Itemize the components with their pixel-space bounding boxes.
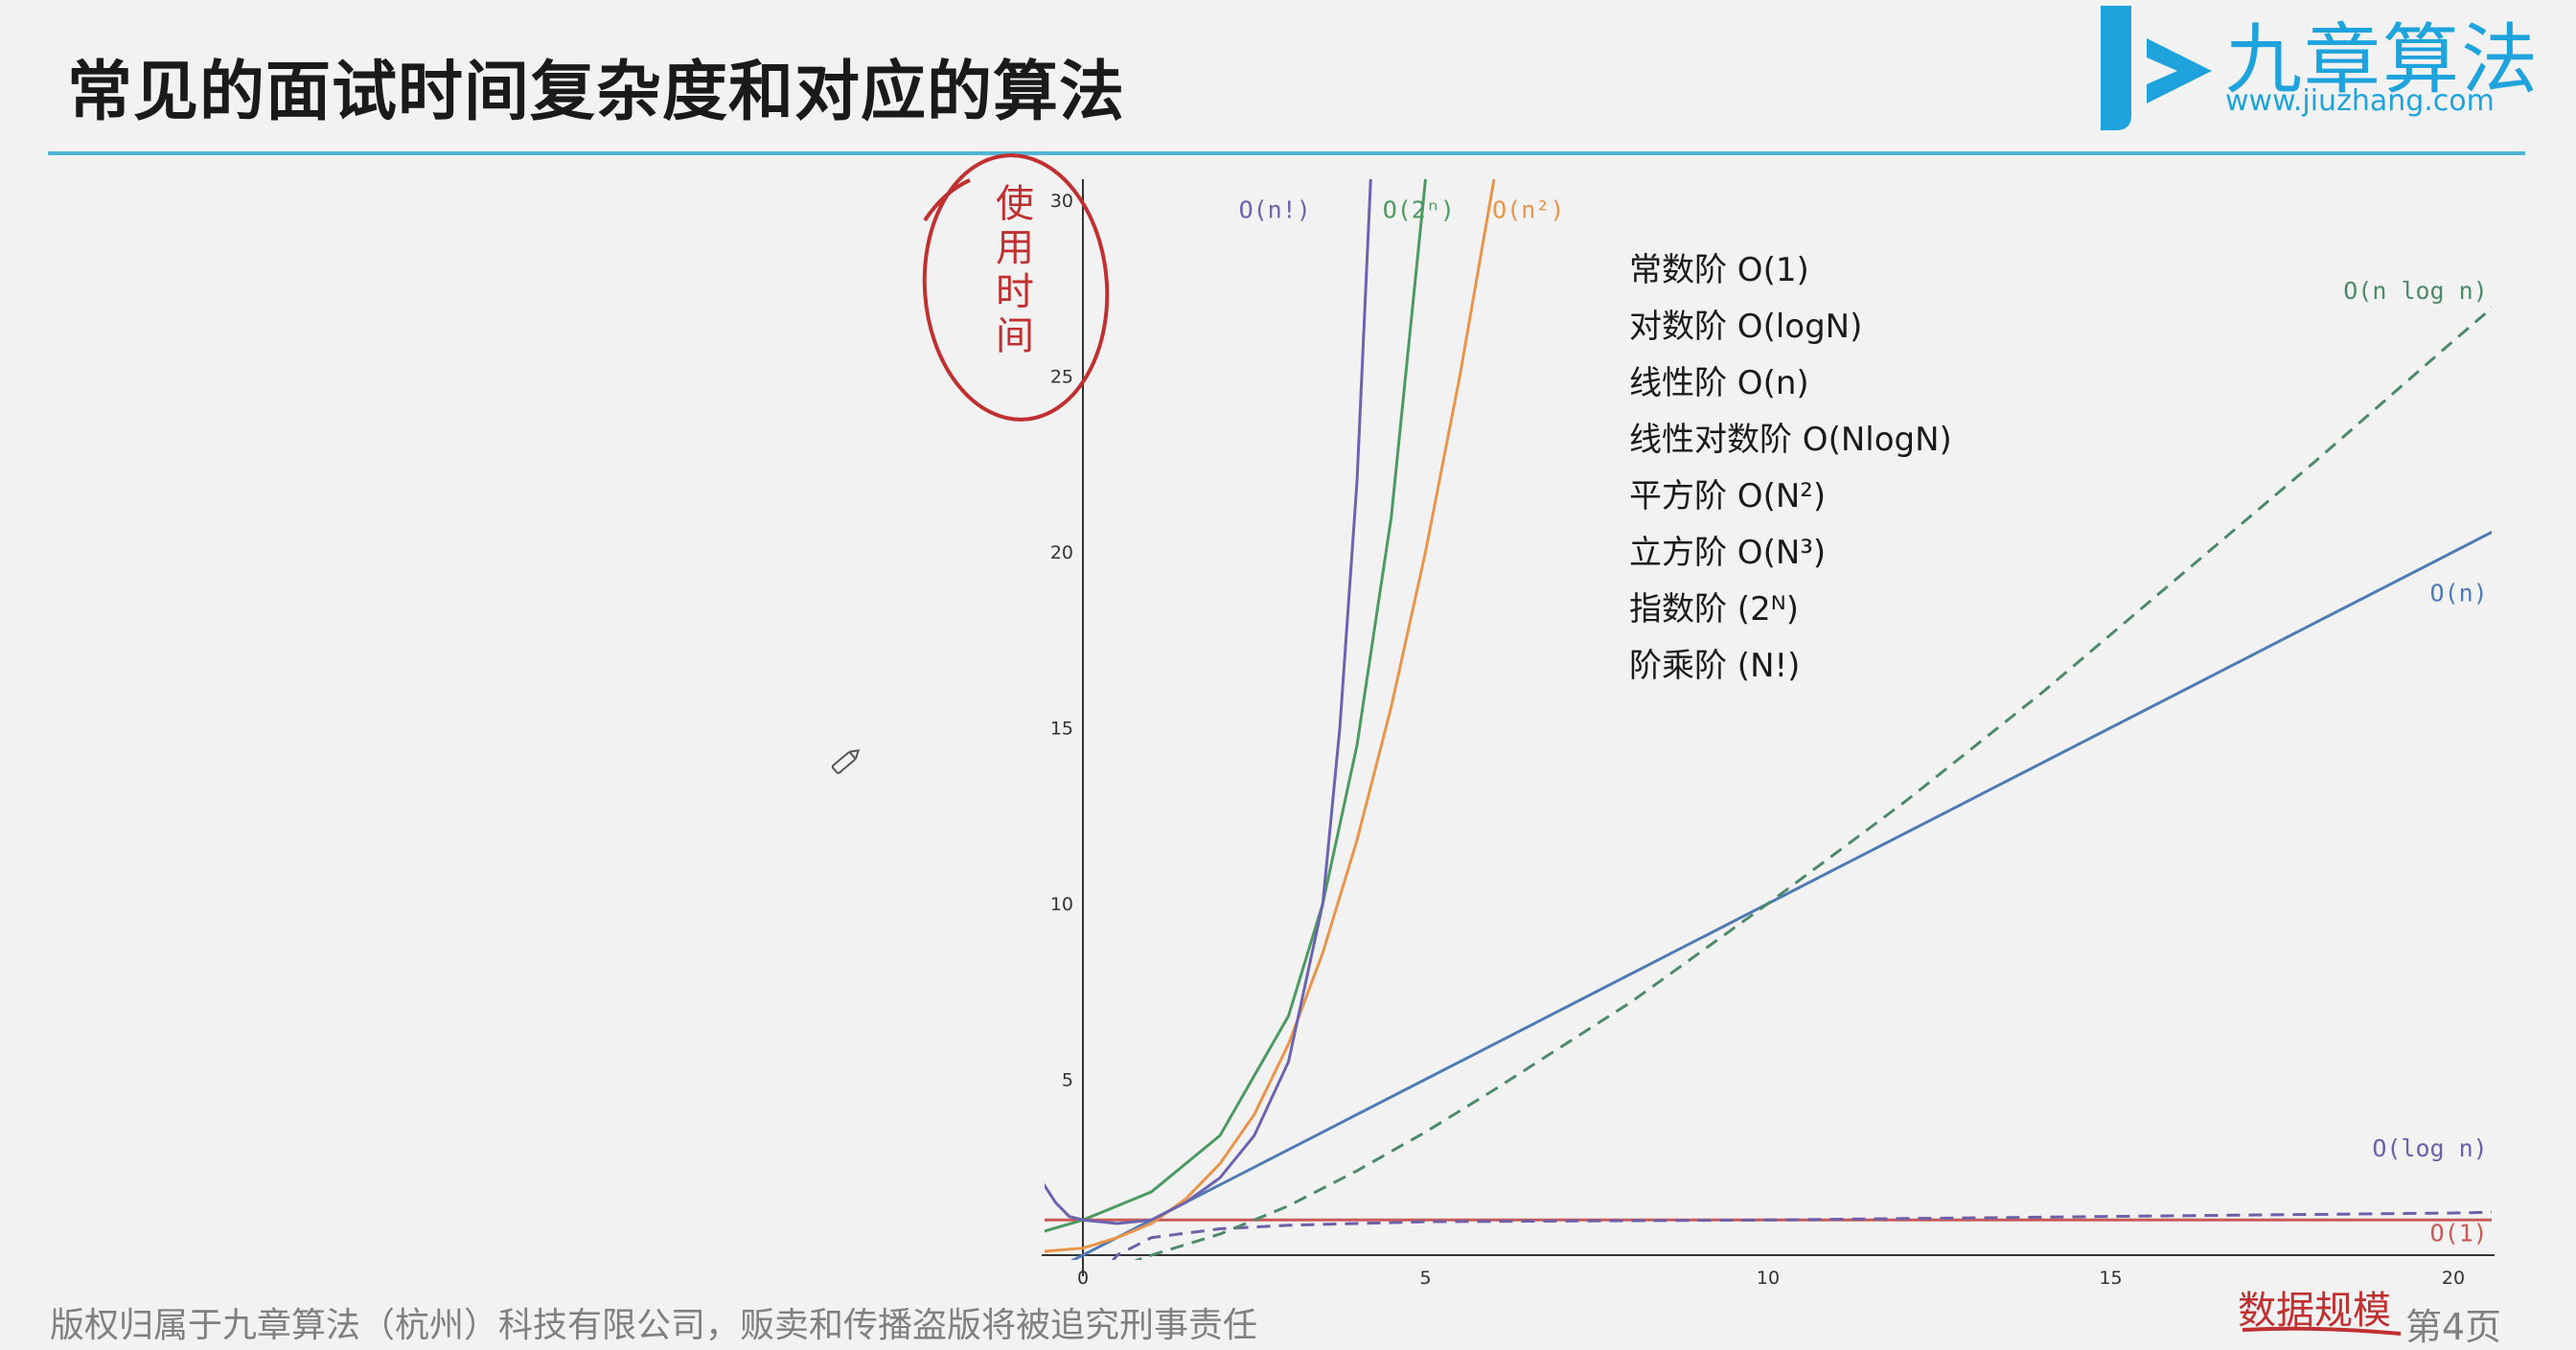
chart-labels: O(1) O(log n) O(n) O(n log n) O(n²) O(2ⁿ) O(n!… (1239, 195, 2488, 1247)
copyright-footer: 版权归属于九章算法（杭州）科技有限公司，贩卖和传播盗版将被追究刑事责任 (50, 1306, 1258, 1345)
x-tick-label: 15 (2099, 1268, 2122, 1289)
complexity-legend: 常数阶 O(1) 对数阶 O(logN) 线性阶 O(n) 线性对数阶 O(Nl… (1629, 247, 1952, 699)
legend-item-linearithmic: 线性对数阶 O(NlogN) (1629, 421, 1952, 459)
series-line (1045, 178, 1496, 1253)
y-tick-label: 5 (1062, 1070, 1073, 1091)
series-line (1045, 178, 1372, 1225)
logo: 九章算法 www.jiuzhang.com (2070, 0, 2549, 134)
y-tick-label: 20 (1050, 542, 1073, 563)
legend-item-constant: 常数阶 O(1) (1629, 251, 1809, 289)
handwritten-annotations (922, 153, 2402, 1336)
legend-item-factorial: 阶乘阶 (N!) (1629, 647, 1801, 685)
series-label: O(n log n) (2343, 277, 2488, 305)
series-label: O(log n) (2372, 1134, 2487, 1162)
chart-series (1045, 178, 2492, 1260)
series-line (1111, 1210, 2492, 1260)
series-label: O(n) (2430, 579, 2488, 606)
y-axis-handwritten-note: 使用时间 (996, 182, 1034, 358)
x-tick-label: 0 (1077, 1268, 1089, 1289)
x-tick-label: 20 (2442, 1268, 2465, 1289)
y-tick-label: 30 (1050, 191, 1073, 212)
legend-item-cubic: 立方阶 O(N³) (1629, 534, 1827, 572)
y-tick-label: 15 (1050, 719, 1073, 740)
legend-item-logarithmic: 对数阶 O(logN) (1629, 308, 1863, 346)
logo-url: www.jiuzhang.com (2225, 84, 2495, 118)
series-line (1045, 178, 1427, 1233)
chart-axes: 0 5 10 15 20 5 10 15 20 25 30 (1042, 178, 2495, 1289)
series-label: O(2ⁿ) (1383, 195, 1455, 223)
series-label: O(n²) (1492, 195, 1564, 223)
legend-item-quadratic: 平方阶 O(N²) (1629, 477, 1827, 515)
series-line (1134, 306, 2492, 1260)
title-divider (48, 151, 2525, 155)
page-number: 第4页 (2405, 1306, 2502, 1348)
x-tick-label: 10 (1757, 1268, 1780, 1289)
series-label: O(1) (2430, 1219, 2488, 1247)
legend-item-linear: 线性阶 O(n) (1629, 364, 1809, 402)
x-tick-label: 5 (1419, 1268, 1431, 1289)
y-tick-label: 10 (1050, 894, 1073, 915)
y-tick-label: 25 (1050, 367, 1073, 388)
pen-cursor-icon (831, 749, 861, 774)
logo-name: 九章算法 (2225, 15, 2540, 104)
x-axis-handwritten-note: 数据规模 (2238, 1289, 2391, 1333)
slide-title: 常见的面试时间复杂度和对应的算法 (67, 55, 1126, 130)
jiuzhang-logo-icon (2101, 6, 2212, 130)
series-label: O(n!) (1239, 195, 1311, 223)
legend-item-exponential: 指数阶 (2ᴺ) (1629, 590, 1799, 629)
